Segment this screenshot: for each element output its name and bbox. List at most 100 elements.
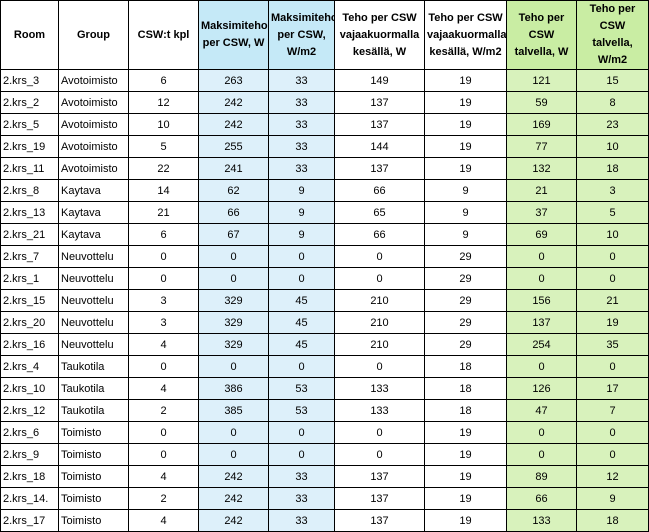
cell-max-power-w: 0: [198, 245, 269, 268]
cell-max-power-w: 242: [198, 487, 269, 510]
cell-room: 2.krs_3: [0, 69, 59, 92]
header-row: Room Group CSW:t kpl Maksimiteho per CSW…: [0, 0, 649, 70]
cell-winter-wm2: 0: [576, 355, 649, 378]
cell-group: Neuvottelu: [58, 267, 129, 290]
cell-max-power-w: 329: [198, 333, 269, 356]
table-row: 2.krs_20 Neuvottelu 3 329 45 210 29 137 19: [0, 311, 649, 334]
cell-summer-partial-wm2: 19: [424, 113, 507, 136]
cell-room: 2.krs_7: [0, 245, 59, 268]
cell-summer-partial-wm2: 19: [424, 443, 507, 466]
cell-summer-partial-w: 0: [334, 421, 425, 444]
cell-summer-partial-wm2: 19: [424, 135, 507, 158]
cell-room: 2.krs_1: [0, 267, 59, 290]
cell-winter-w: 0: [506, 421, 577, 444]
cell-group: Taukotila: [58, 355, 129, 378]
cell-winter-w: 0: [506, 245, 577, 268]
cell-max-power-w: 0: [198, 443, 269, 466]
table-row: 2.krs_4 Taukotila 0 0 0 0 18 0 0: [0, 355, 649, 378]
cell-max-power-w: 242: [198, 113, 269, 136]
cell-csw-count: 0: [128, 355, 199, 378]
cell-max-power-w: 329: [198, 289, 269, 312]
cell-winter-wm2: 10: [576, 135, 649, 158]
table-row: 2.krs_12 Taukotila 2 385 53 133 18 47 7: [0, 399, 649, 422]
cell-max-power-wm2: 53: [268, 377, 335, 400]
cell-room: 2.krs_17: [0, 509, 59, 532]
cell-group: Kaytava: [58, 223, 129, 246]
cell-winter-wm2: 0: [576, 245, 649, 268]
header-csw-count: CSW:t kpl: [128, 0, 199, 70]
cell-group: Avotoimisto: [58, 91, 129, 114]
cell-max-power-wm2: 33: [268, 69, 335, 92]
cell-room: 2.krs_11: [0, 157, 59, 180]
cell-room: 2.krs_21: [0, 223, 59, 246]
cell-summer-partial-wm2: 19: [424, 509, 507, 532]
table-row: 2.krs_9 Toimisto 0 0 0 0 19 0 0: [0, 443, 649, 466]
cell-group: Toimisto: [58, 421, 129, 444]
cell-winter-wm2: 0: [576, 443, 649, 466]
cell-csw-count: 2: [128, 487, 199, 510]
cell-max-power-w: 67: [198, 223, 269, 246]
cell-summer-partial-w: 137: [334, 113, 425, 136]
cell-csw-count: 5: [128, 135, 199, 158]
header-winter-wm2: Teho per CSW talvella, W/m2: [576, 0, 649, 70]
cell-group: Taukotila: [58, 399, 129, 422]
cell-max-power-wm2: 45: [268, 333, 335, 356]
cell-winter-w: 66: [506, 487, 577, 510]
cell-room: 2.krs_13: [0, 201, 59, 224]
cell-summer-partial-w: 137: [334, 487, 425, 510]
cell-summer-partial-wm2: 18: [424, 355, 507, 378]
cell-max-power-wm2: 9: [268, 223, 335, 246]
cell-winter-w: 69: [506, 223, 577, 246]
header-summer-partial-wm2: Teho per CSW vajaakuormalla kesällä, W/m…: [424, 0, 507, 70]
cell-max-power-w: 385: [198, 399, 269, 422]
cell-winter-w: 156: [506, 289, 577, 312]
cell-winter-w: 47: [506, 399, 577, 422]
header-summer-partial-w: Teho per CSW vajaakuormalla kesällä, W: [334, 0, 425, 70]
cell-summer-partial-w: 0: [334, 267, 425, 290]
cell-winter-wm2: 5: [576, 201, 649, 224]
cell-summer-partial-wm2: 29: [424, 245, 507, 268]
cell-csw-count: 6: [128, 223, 199, 246]
cell-max-power-wm2: 0: [268, 355, 335, 378]
cell-winter-w: 0: [506, 443, 577, 466]
cell-max-power-w: 329: [198, 311, 269, 334]
cell-max-power-wm2: 33: [268, 113, 335, 136]
cell-summer-partial-w: 149: [334, 69, 425, 92]
cell-group: Toimisto: [58, 509, 129, 532]
cell-max-power-wm2: 0: [268, 421, 335, 444]
cell-summer-partial-wm2: 19: [424, 487, 507, 510]
header-winter-w: Teho per CSW talvella, W: [506, 0, 577, 70]
cell-room: 2.krs_10: [0, 377, 59, 400]
cell-summer-partial-wm2: 19: [424, 421, 507, 444]
cell-max-power-w: 0: [198, 267, 269, 290]
cell-csw-count: 14: [128, 179, 199, 202]
cell-room: 2.krs_9: [0, 443, 59, 466]
cell-summer-partial-wm2: 18: [424, 377, 507, 400]
cell-max-power-wm2: 45: [268, 289, 335, 312]
cell-winter-w: 21: [506, 179, 577, 202]
cell-max-power-w: 0: [198, 421, 269, 444]
cell-max-power-wm2: 33: [268, 157, 335, 180]
cell-group: Toimisto: [58, 465, 129, 488]
cell-summer-partial-w: 144: [334, 135, 425, 158]
cell-max-power-wm2: 9: [268, 201, 335, 224]
cell-winter-wm2: 9: [576, 487, 649, 510]
cell-winter-wm2: 17: [576, 377, 649, 400]
cell-winter-wm2: 18: [576, 509, 649, 532]
cell-summer-partial-w: 66: [334, 179, 425, 202]
cell-max-power-w: 255: [198, 135, 269, 158]
cell-max-power-wm2: 45: [268, 311, 335, 334]
cell-winter-w: 132: [506, 157, 577, 180]
cell-group: Neuvottelu: [58, 289, 129, 312]
cell-room: 2.krs_12: [0, 399, 59, 422]
cell-summer-partial-w: 0: [334, 245, 425, 268]
cell-winter-wm2: 10: [576, 223, 649, 246]
cell-group: Toimisto: [58, 443, 129, 466]
cell-max-power-w: 241: [198, 157, 269, 180]
cell-max-power-wm2: 9: [268, 179, 335, 202]
cell-room: 2.krs_14.: [0, 487, 59, 510]
table-row: 2.krs_1 Neuvottelu 0 0 0 0 29 0 0: [0, 267, 649, 290]
cell-winter-wm2: 7: [576, 399, 649, 422]
cell-winter-w: 0: [506, 267, 577, 290]
